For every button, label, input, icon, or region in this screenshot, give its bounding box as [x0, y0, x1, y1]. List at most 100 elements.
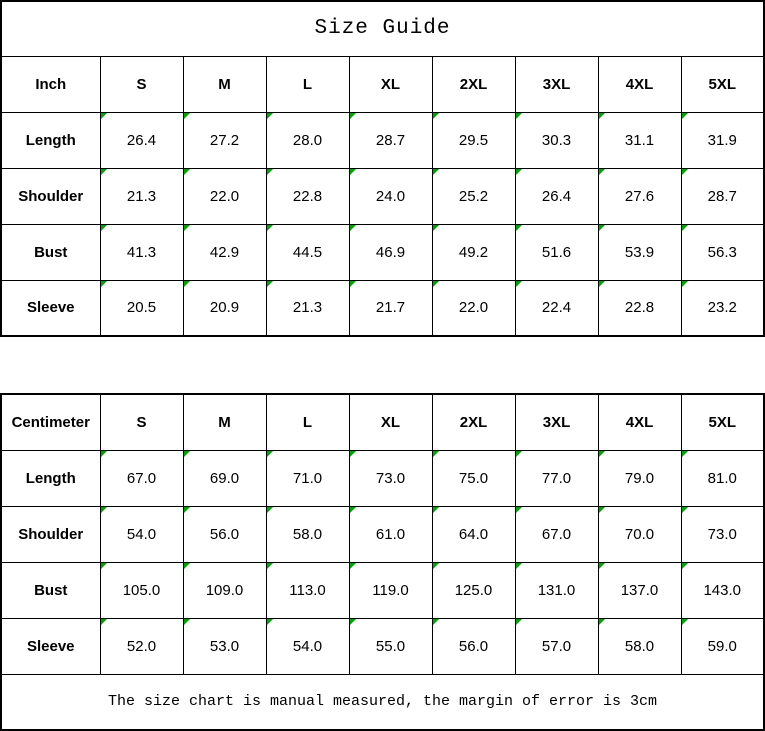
value-text: 56.3	[707, 243, 737, 261]
value-cell: 51.6	[514, 223, 599, 281]
green-corner-icon	[267, 507, 274, 514]
value-text: 25.2	[458, 187, 489, 205]
value-cell: 137.0	[597, 561, 682, 619]
value-text: 67.0	[126, 469, 157, 487]
value-cell: 52.0	[99, 617, 184, 675]
size-header-cell: L	[265, 393, 350, 451]
measure-row: Shoulder 54.0 56.0 58.0 61.0 64.0 67.0 70.0 73.0	[0, 505, 765, 563]
green-corner-icon	[267, 451, 274, 458]
green-corner-icon	[101, 225, 108, 232]
value-text: 22.8	[624, 299, 655, 317]
value-text: 41.3	[126, 243, 157, 261]
green-corner-icon	[350, 225, 357, 232]
value-cell: 59.0	[680, 617, 765, 675]
value-text: 67.0	[541, 525, 572, 543]
size-header-cell: XL	[348, 393, 433, 451]
green-corner-icon	[350, 169, 357, 176]
size-header-cell: L	[265, 55, 350, 113]
value-cell: 21.7	[348, 279, 433, 337]
value-cell: 56.3	[680, 223, 765, 281]
value-cell: 27.2	[182, 111, 267, 169]
value-cell: 21.3	[265, 279, 350, 337]
value-text: 29.5	[458, 131, 489, 149]
value-text: 22.0	[209, 187, 240, 205]
value-cell: 67.0	[514, 505, 599, 563]
value-cell: 75.0	[431, 449, 516, 507]
value-cell: 22.4	[514, 279, 599, 337]
value-cell: 46.9	[348, 223, 433, 281]
value-text: 56.0	[458, 637, 489, 655]
size-header-cell: XL	[348, 55, 433, 113]
green-corner-icon	[599, 507, 606, 514]
size-header-cell: 4XL	[597, 55, 682, 113]
green-corner-icon	[682, 113, 689, 120]
value-text: 44.5	[292, 243, 323, 261]
value-cell: 26.4	[99, 111, 184, 169]
measure-row: Bust 105.0 109.0 113.0 119.0 125.0 131.0 137.0 1…	[0, 561, 765, 619]
green-corner-icon	[599, 113, 606, 120]
size-header-cell: S	[99, 393, 184, 451]
value-cell: 77.0	[514, 449, 599, 507]
green-corner-icon	[267, 169, 274, 176]
green-corner-icon	[682, 225, 689, 232]
value-cell: 119.0	[348, 561, 433, 619]
value-text: 22.0	[458, 299, 489, 317]
value-cell: 64.0	[431, 505, 516, 563]
centimeter-table-body: Centimeter S M L XL 2XL 3XL 4XL 5XL Length 67.0 6…	[0, 393, 765, 731]
value-cell: 26.4	[514, 167, 599, 225]
green-corner-icon	[516, 281, 523, 288]
green-corner-icon	[101, 563, 108, 570]
value-text: 73.0	[707, 525, 737, 543]
value-text: 20.9	[209, 299, 240, 317]
measure-row: Shoulder 21.3 22.0 22.8 24.0 25.2 26.4 27.6 28.7	[0, 167, 765, 225]
green-corner-icon	[184, 225, 191, 232]
table-gap	[0, 337, 765, 393]
value-cell: 105.0	[99, 561, 184, 619]
value-text: 26.4	[541, 187, 572, 205]
size-header-cell: 3XL	[514, 55, 599, 113]
value-text: 61.0	[375, 525, 406, 543]
value-text: 73.0	[375, 469, 406, 487]
green-corner-icon	[433, 451, 440, 458]
value-text: 27.2	[209, 131, 240, 149]
green-corner-icon	[599, 169, 606, 176]
value-text: 53.0	[209, 637, 240, 655]
value-text: 53.9	[624, 243, 655, 261]
value-text: 55.0	[375, 637, 406, 655]
value-cell: 27.6	[597, 167, 682, 225]
green-corner-icon	[682, 619, 689, 626]
value-cell: 28.0	[265, 111, 350, 169]
green-corner-icon	[101, 451, 108, 458]
green-corner-icon	[516, 451, 523, 458]
value-cell: 56.0	[431, 617, 516, 675]
value-text: 109.0	[205, 581, 244, 599]
green-corner-icon	[599, 451, 606, 458]
measure-label: Sleeve	[0, 279, 101, 337]
green-corner-icon	[433, 563, 440, 570]
green-corner-icon	[350, 563, 357, 570]
green-corner-icon	[433, 619, 440, 626]
footer-note: The size chart is manual measured, the m…	[0, 673, 765, 731]
inch-size-table: Size Guide Inch S M L XL 2XL 3XL 4XL 5XL Length…	[0, 0, 765, 337]
size-header-cell: S	[99, 55, 184, 113]
value-cell: 42.9	[182, 223, 267, 281]
value-cell: 69.0	[182, 449, 267, 507]
value-cell: 29.5	[431, 111, 516, 169]
value-text: 31.1	[624, 131, 655, 149]
green-corner-icon	[267, 619, 274, 626]
value-cell: 22.8	[265, 167, 350, 225]
value-text: 69.0	[209, 469, 240, 487]
centimeter-header-row: Centimeter S M L XL 2XL 3XL 4XL 5XL	[0, 393, 765, 451]
measure-label: Shoulder	[0, 505, 101, 563]
green-corner-icon	[599, 563, 606, 570]
green-corner-icon	[599, 619, 606, 626]
value-cell: 21.3	[99, 167, 184, 225]
value-cell: 81.0	[680, 449, 765, 507]
green-corner-icon	[433, 225, 440, 232]
green-corner-icon	[184, 563, 191, 570]
value-text: 22.4	[541, 299, 572, 317]
green-corner-icon	[350, 507, 357, 514]
green-corner-icon	[433, 281, 440, 288]
value-text: 28.7	[375, 131, 406, 149]
value-text: 26.4	[126, 131, 157, 149]
